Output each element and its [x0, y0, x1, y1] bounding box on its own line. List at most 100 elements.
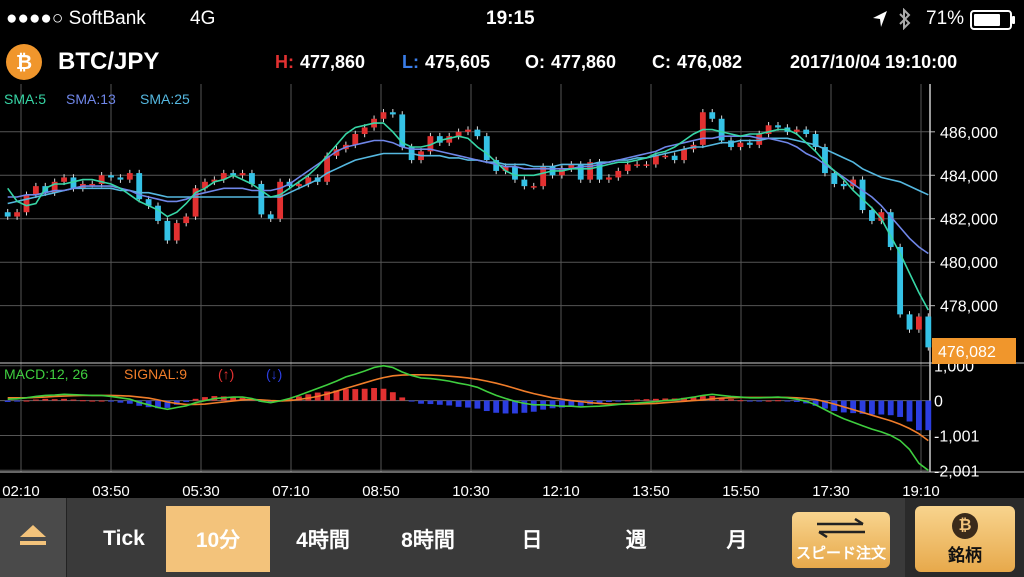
timeframe-4hour[interactable]: 4時間: [296, 529, 350, 552]
macd-hist-bar: [108, 400, 114, 402]
candle-body: [249, 173, 255, 184]
macd-hist-bar: [89, 400, 96, 402]
macd-hist-bar: [455, 400, 462, 407]
clock: 19:15: [486, 8, 535, 29]
sma5-legend: SMA:5: [4, 91, 46, 107]
macd-hist-bar: [418, 400, 424, 404]
candle-body: [436, 136, 443, 143]
candle-body: [577, 164, 584, 180]
candle-body: [202, 181, 208, 189]
pair-title[interactable]: BTC/JPY: [58, 48, 160, 75]
macd-hist-bar: [718, 397, 725, 401]
candle-body: [587, 162, 594, 180]
bottom-toolbar: Tick 10分 4時間 8時間 日 週 月 スピード注文 ₿ 銘柄: [0, 498, 1024, 577]
candle-body: [427, 136, 434, 152]
macd-legend: MACD:12, 26: [4, 366, 88, 382]
macd-hist-bar: [51, 399, 58, 401]
macd-hist-bar: [446, 400, 453, 406]
chart-header: ₿ BTC/JPY H: 477,860 L: 475,605 O: 477,860 …: [0, 40, 1024, 84]
macd-hist-bar: [436, 400, 443, 405]
candle-body: [671, 155, 678, 161]
eject-button[interactable]: [0, 498, 67, 577]
candle-body: [709, 112, 716, 119]
macd-hist-bar: [14, 400, 21, 402]
sma25-line: [7, 137, 929, 205]
time-tick-label: 13:50: [632, 483, 670, 498]
sma25-legend: SMA:25: [140, 91, 190, 107]
battery-percent: 71%: [926, 8, 965, 29]
current-price-tag: [932, 338, 1016, 364]
candle-body: [230, 173, 237, 176]
battery-icon: [970, 10, 1016, 35]
candle-body: [258, 183, 265, 215]
low-value: L: 475,605: [402, 52, 491, 72]
macd-hist-bar: [549, 400, 556, 409]
candle-body: [277, 181, 284, 219]
macd-hist-bar: [32, 399, 39, 401]
candle-body: [765, 125, 772, 134]
macd-hist-bar: [869, 400, 875, 415]
bluetooth-icon: [898, 7, 912, 35]
macd-hist-bar: [465, 400, 471, 408]
candle-body: [192, 188, 199, 217]
macd-hist-bar: [793, 400, 800, 402]
macd-hist-bar: [690, 397, 697, 401]
candle-body: [605, 177, 612, 180]
macd-hist-bar: [427, 400, 434, 405]
timeframe-week[interactable]: 週: [625, 529, 647, 552]
timeframe-10min[interactable]: 10分: [166, 506, 270, 572]
timeframe-day[interactable]: 日: [521, 529, 543, 552]
macd-hist-bar: [897, 400, 904, 417]
candle-body: [173, 223, 180, 241]
down-arrow-legend: (↓): [266, 366, 282, 382]
candle-body: [211, 179, 218, 182]
candle-body: [117, 177, 124, 180]
candle-body: [756, 133, 763, 145]
macd-hist-bar: [61, 398, 67, 401]
macd-hist-bar: [295, 396, 302, 401]
price-chart[interactable]: 486,000484,000482,000480,000478,0001,000…: [0, 84, 1024, 498]
macd-hist-bar: [23, 400, 30, 402]
candle-body: [728, 140, 734, 148]
timeframe-8hour[interactable]: 8時間: [401, 529, 455, 552]
time-tick-label: 15:50: [722, 483, 760, 498]
macd-hist-bar: [126, 400, 133, 404]
sma13-legend: SMA:13: [66, 91, 116, 107]
time-tick-label: 19:10: [902, 483, 940, 498]
candle-body: [61, 177, 67, 182]
candle-body: [295, 183, 302, 187]
macd-hist-bar: [559, 400, 565, 408]
macd-hist-bar: [79, 400, 86, 402]
macd-line: [7, 364, 929, 471]
macd-hist-bar: [474, 400, 481, 409]
candle-body: [615, 170, 622, 178]
sma5-line: [7, 122, 930, 311]
speed-order-label: スピード注文: [795, 544, 886, 562]
candle-body: [775, 125, 781, 128]
axis-labels: 486,000484,000482,000480,000478,0001,000…: [2, 125, 998, 498]
candle-body: [239, 173, 246, 176]
candle-body: [98, 175, 105, 184]
macd-hist-bar: [230, 396, 237, 401]
speed-order-button[interactable]: スピード注文: [792, 512, 890, 568]
candle-body: [502, 166, 509, 171]
candle-body: [136, 173, 143, 200]
candle-body: [822, 147, 828, 174]
candle-body: [380, 112, 387, 119]
macd-hist-bar: [615, 400, 622, 402]
current-price-label: 476,082: [938, 344, 996, 361]
timeframe-month[interactable]: 月: [726, 529, 748, 552]
candle-body: [746, 142, 753, 145]
candle-body: [126, 173, 133, 180]
bitcoin-coin-icon: ₿: [952, 512, 978, 539]
macd-hist-bar: [925, 400, 932, 431]
timeframe-tick[interactable]: Tick: [103, 527, 145, 550]
macd-hist-bar: [521, 400, 528, 413]
candle-body: [399, 114, 406, 148]
macd-hist-bar: [389, 392, 396, 401]
macd-hist-bar: [267, 400, 274, 403]
candle-body: [878, 212, 885, 221]
high-value: H: 477,860: [275, 52, 366, 72]
candle-body: [906, 314, 913, 330]
brand-button[interactable]: ₿ 銘柄: [915, 506, 1015, 572]
